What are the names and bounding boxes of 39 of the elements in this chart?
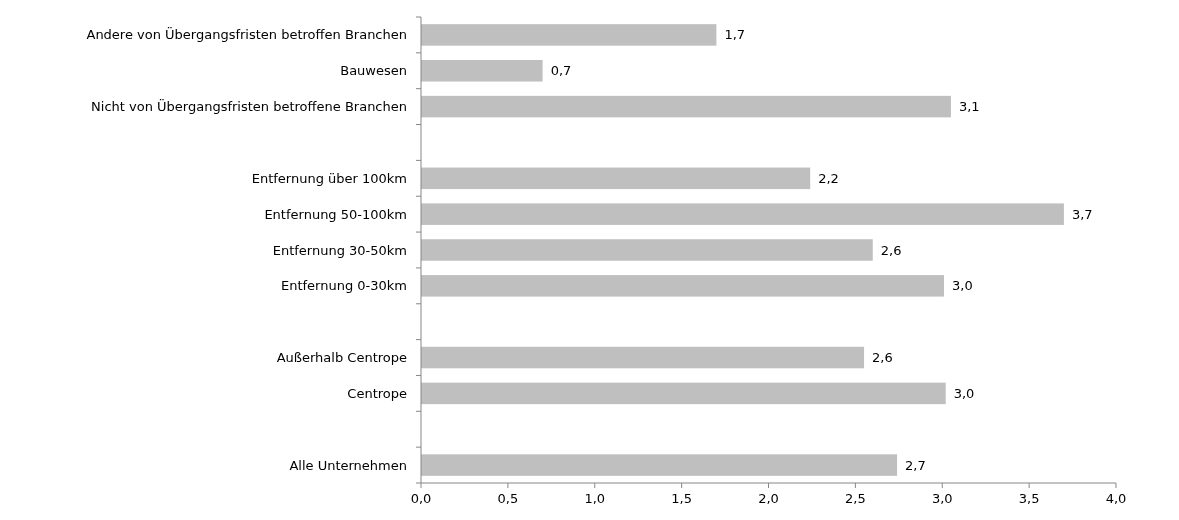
data-label: 3,7	[1071, 206, 1093, 222]
bar	[421, 454, 898, 476]
y-tick-label: Bauwesen	[340, 63, 407, 79]
data-label: 2,2	[818, 170, 839, 186]
bar	[421, 60, 543, 82]
x-tick-label: 0,0	[410, 491, 432, 506]
y-tick-label: Entfernung 50-100km	[264, 206, 407, 222]
y-tick-label: Entfernung 30-50km	[272, 242, 407, 258]
x-tick-label: 3,5	[1018, 491, 1040, 506]
bar	[421, 239, 873, 261]
x-tick-label: 2,5	[845, 491, 866, 506]
data-label: 2,7	[905, 457, 926, 473]
data-label: 0,7	[550, 63, 572, 79]
data-label: 2,6	[872, 350, 893, 366]
data-label: 2,6	[880, 242, 902, 258]
y-tick-label: Nicht von Übergangsfristen betroffene Branchen	[91, 98, 407, 115]
data-label: 1,7	[724, 27, 746, 43]
bar	[421, 95, 951, 118]
y-tick-label: Alle Unternehmen	[289, 457, 407, 473]
y-tick-label: Entfernung über 100km	[251, 170, 407, 186]
bar	[421, 275, 944, 297]
y-tick-label: Centrope	[347, 385, 407, 401]
x-tick-label: 2,0	[758, 491, 779, 506]
y-tick-label: Entfernung 0-30km	[280, 278, 407, 294]
y-tick-label: Außerhalb Centrope	[276, 350, 407, 366]
data-label: 3,0	[953, 385, 975, 401]
x-tick-label: 1,5	[671, 491, 692, 506]
bar	[421, 203, 1064, 225]
x-tick-label: 4,0	[1105, 491, 1127, 506]
x-tick-label: 0,5	[497, 491, 519, 506]
bar	[421, 382, 946, 405]
bar	[421, 24, 717, 46]
data-label: 3,0	[951, 278, 973, 294]
y-tick-label: Andere von Übergangsfristen betroffen Branchen	[86, 26, 407, 43]
x-tick-label: 3,0	[931, 491, 953, 506]
data-label: 3,1	[958, 99, 980, 115]
bar	[421, 346, 865, 369]
x-tick-label: 1,0	[584, 491, 606, 506]
bar	[421, 167, 811, 190]
